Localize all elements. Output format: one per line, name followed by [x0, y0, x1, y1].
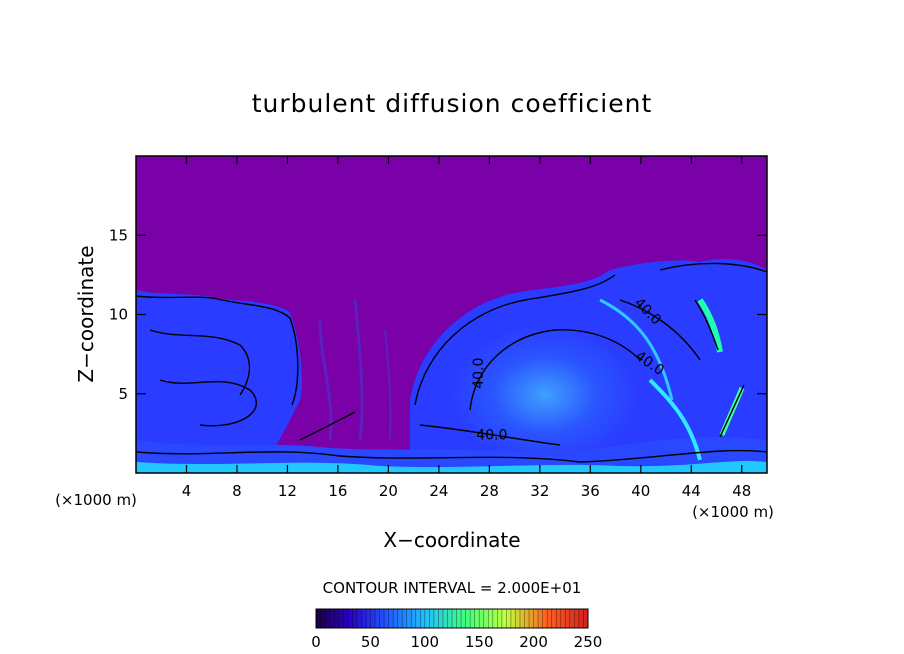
contour-line	[619, 299, 701, 361]
contour-line	[136, 295, 299, 406]
y-tick-label: 10	[109, 306, 128, 324]
plume-streak	[384, 329, 392, 441]
contour-line	[149, 329, 251, 396]
colorbar-tick-label: 50	[361, 633, 380, 651]
x-tick-label: 16	[328, 482, 347, 500]
x-tick-label: 28	[480, 482, 499, 500]
bright-streak	[648, 378, 702, 461]
x-tick-label: 40	[631, 482, 650, 500]
y-tick-label: 5	[118, 385, 128, 403]
x-axis: 4 8 12 16 20 24 28 32 36 40 44 48	[182, 156, 751, 500]
contour-line	[419, 424, 561, 446]
surface-layer	[136, 461, 767, 473]
x-tick-label: 44	[682, 482, 701, 500]
colorbar-tick-label: 150	[465, 633, 494, 651]
y-axis: 5 10 15	[109, 226, 767, 403]
contour-line	[659, 262, 767, 273]
y-tick-label: 15	[109, 226, 128, 244]
colorbar-ticks: 0 50 100 150 200 250	[311, 633, 602, 651]
x-tick-label: 12	[278, 482, 297, 500]
contour-line	[414, 274, 616, 406]
contour-label: 40.0	[471, 358, 487, 389]
x-tick-label: 48	[732, 482, 751, 500]
heatmap-field	[136, 156, 767, 473]
x-unit-right: (×1000 m)	[692, 503, 774, 521]
x-tick-label: 8	[232, 482, 242, 500]
plume-streak	[353, 299, 364, 441]
y-axis-label: Z−coordinate	[74, 245, 98, 382]
colorbar-tick-label: 0	[311, 633, 321, 651]
colorbar-tick-label: 200	[519, 633, 548, 651]
contour-line	[719, 384, 745, 438]
x-tick-label: 20	[379, 482, 398, 500]
contour-label: 40.0	[476, 428, 507, 444]
colorbar-tick-label: 100	[410, 633, 439, 651]
colorbar-stripes	[315, 609, 589, 628]
contour-interval-text: CONTOUR INTERVAL = 2.000E+01	[323, 579, 582, 597]
contour-line	[136, 449, 767, 463]
contour-line	[159, 379, 257, 427]
colorbar-tick-label: 250	[574, 633, 603, 651]
contour-lines	[136, 262, 767, 463]
vortex-core	[450, 325, 640, 465]
x-tick-label: 24	[429, 482, 448, 500]
chart-title: turbulent diffusion coefficient	[252, 89, 653, 118]
bright-streak	[697, 298, 723, 353]
contour-line	[469, 329, 641, 411]
bright-streak	[599, 298, 674, 401]
contour-line	[694, 299, 719, 351]
contour-line	[299, 411, 356, 441]
plume-streak	[318, 319, 333, 441]
x-axis-label: X−coordinate	[383, 528, 520, 552]
x-tick-label: 36	[581, 482, 600, 500]
x-tick-label: 32	[530, 482, 549, 500]
x-unit-left: (×1000 m)	[55, 491, 137, 509]
x-tick-label: 4	[182, 482, 192, 500]
